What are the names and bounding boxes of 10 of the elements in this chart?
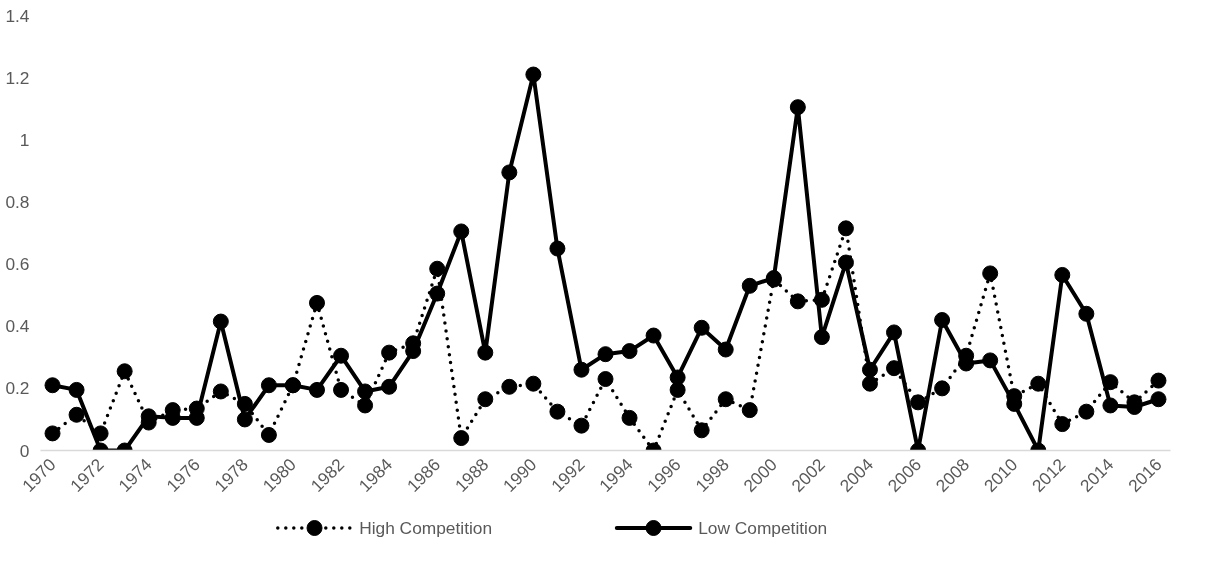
legend-label: Low Competition (698, 518, 828, 538)
y-tick-label: 0.2 (5, 378, 30, 399)
y-tick-label: 0.4 (5, 316, 30, 337)
y-tick-label: 0.6 (5, 254, 30, 275)
y-tick-label: 0 (19, 440, 30, 461)
legend-label: High Competition (359, 518, 493, 538)
y-tick-label: 0.8 (5, 191, 30, 212)
y-tick-label: 1 (19, 129, 30, 150)
y-tick-label: 1.2 (5, 67, 30, 88)
y-tick-label: 1.4 (5, 5, 30, 26)
